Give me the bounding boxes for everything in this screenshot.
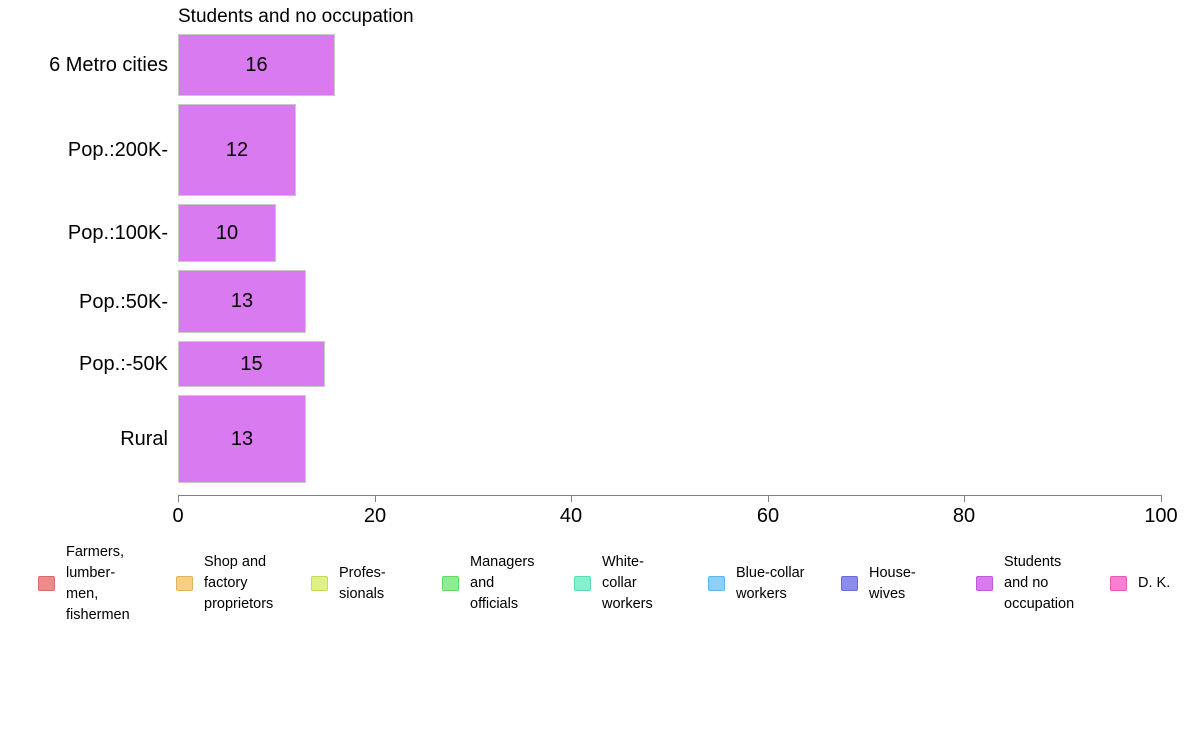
legend-item-blue-collar-workers: Blue-collar workers: [708, 540, 805, 627]
x-axis-tick: [964, 495, 965, 502]
x-axis-tick: [375, 495, 376, 502]
x-axis-tick-label: 20: [363, 505, 387, 527]
x-axis-tick-label: 0: [172, 505, 184, 527]
x-axis-tick: [571, 495, 572, 502]
x-axis-tick-label: 80: [952, 505, 976, 527]
x-axis-tick: [178, 495, 179, 502]
category-label: Pop.:200K-: [67, 139, 168, 161]
legend-label: Profes- sionals: [339, 564, 386, 602]
legend-swatch-icon: [38, 576, 55, 591]
x-axis-tick-label: 100: [1144, 505, 1178, 527]
bar-value-label: 13: [230, 290, 254, 312]
x-axis-tick: [768, 495, 769, 502]
legend-item-housewives: House- wives: [841, 540, 916, 627]
legend-label: White- collar workers: [602, 554, 653, 612]
legend-swatch-icon: [574, 576, 591, 591]
legend-swatch-icon: [1110, 576, 1127, 591]
chart-title: Students and no occupation: [178, 6, 414, 27]
bar-value-label: 12: [225, 138, 249, 161]
legend-item-white-collar-workers: White- collar workers: [574, 540, 653, 627]
legend-label: D. K.: [1138, 575, 1171, 591]
bar-value-label: 15: [240, 352, 263, 375]
legend-label: Blue-collar workers: [736, 564, 805, 602]
x-axis-tick-label: 60: [756, 505, 780, 527]
legend-label: Farmers, lumber- men, fishermen: [66, 543, 130, 623]
bar: 16: [178, 34, 335, 96]
legend-label: Students and no occupation: [1004, 554, 1075, 612]
legend-swatch-icon: [976, 576, 993, 591]
bar: 15: [178, 341, 325, 387]
category-label: Pop.:50K-: [79, 290, 168, 313]
legend-item-students-and-no-occupation: Students and no occupation: [976, 540, 1074, 627]
legend-label: Shop and factory proprietors: [204, 554, 274, 612]
legend-swatch-icon: [311, 576, 328, 591]
bar-value-label: 16: [245, 53, 268, 76]
legend-label: House- wives: [869, 564, 916, 602]
category-label: 6 Metro cities: [49, 54, 168, 76]
legend-item-managers-and-officials: Managers and officials: [442, 540, 534, 627]
legend-swatch-icon: [708, 576, 725, 591]
category-label: Pop.:-50K: [79, 353, 168, 375]
legend-item-shop-and-factory-proprietors: Shop and factory proprietors: [176, 540, 273, 627]
legend-swatch-icon: [841, 576, 858, 591]
x-axis-tick-label: 40: [559, 505, 583, 527]
legend-swatch-icon: [442, 576, 459, 591]
x-axis-tick: [1161, 495, 1162, 502]
bar: 13: [178, 270, 306, 333]
bar-value-label: 10: [215, 221, 239, 244]
bar: 13: [178, 395, 306, 483]
category-label: Rural: [120, 428, 168, 450]
bar: 10: [178, 204, 276, 262]
legend-swatch-icon: [176, 576, 193, 591]
legend-item-professionals: Profes- sionals: [311, 540, 386, 627]
x-axis-line: [178, 495, 1162, 496]
bar: 12: [178, 104, 296, 196]
bar-value-label: 13: [230, 427, 254, 450]
legend-item-farmers-lumbermen-fishermen: Farmers, lumber- men, fishermen: [38, 540, 130, 627]
legend-label: Managers and officials: [470, 554, 535, 612]
category-label: Pop.:100K-: [67, 222, 168, 244]
legend-item-dont-know: D. K.: [1110, 540, 1170, 627]
